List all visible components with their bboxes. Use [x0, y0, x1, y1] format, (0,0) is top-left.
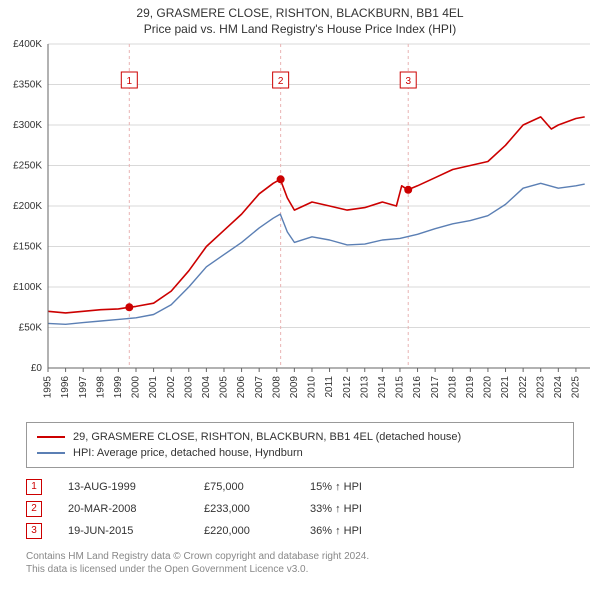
svg-text:2011: 2011 [324, 376, 335, 398]
events-table: 1 13-AUG-1999 £75,000 15% ↑ HPI 2 20-MAR-2008… [26, 476, 574, 542]
svg-text:2008: 2008 [271, 376, 282, 399]
svg-text:2020: 2020 [483, 376, 494, 399]
event-marker: 3 [26, 523, 42, 539]
event-date: 13-AUG-1999 [68, 476, 178, 498]
footer-line-1: Contains HM Land Registry data © Crown c… [26, 550, 574, 563]
svg-text:2023: 2023 [535, 376, 546, 399]
event-diff: 36% ↑ HPI [310, 520, 400, 542]
svg-text:2009: 2009 [289, 376, 300, 399]
legend-swatch [37, 436, 65, 438]
svg-text:£50K: £50K [19, 323, 43, 334]
event-marker: 1 [26, 479, 42, 495]
svg-text:2025: 2025 [571, 376, 582, 399]
legend-swatch [37, 452, 65, 454]
chart-svg: £0 £50K £100K £150K £200K £250K £300K £350K £400… [0, 36, 600, 416]
svg-text:2004: 2004 [201, 376, 212, 399]
svg-text:2018: 2018 [447, 376, 458, 399]
event-price: £233,000 [204, 498, 284, 520]
svg-text:2017: 2017 [430, 376, 441, 399]
svg-text:2012: 2012 [342, 376, 353, 399]
svg-text:£150K: £150K [13, 242, 42, 253]
svg-text:2013: 2013 [359, 376, 370, 399]
event-price: £75,000 [204, 476, 284, 498]
legend-item: 29, GRASMERE CLOSE, RISHTON, BLACKBURN, … [37, 429, 563, 445]
svg-text:£0: £0 [31, 363, 43, 374]
svg-text:3: 3 [405, 76, 411, 87]
svg-text:2003: 2003 [183, 376, 194, 399]
chart-title: 29, GRASMERE CLOSE, RISHTON, BLACKBURN, … [0, 6, 600, 20]
legend: 29, GRASMERE CLOSE, RISHTON, BLACKBURN, … [26, 422, 574, 468]
svg-text:1998: 1998 [95, 376, 106, 399]
event-date: 20-MAR-2008 [68, 498, 178, 520]
legend-label: 29, GRASMERE CLOSE, RISHTON, BLACKBURN, … [73, 429, 461, 445]
svg-text:2016: 2016 [412, 376, 423, 399]
svg-text:2015: 2015 [395, 376, 406, 399]
svg-text:2010: 2010 [307, 376, 318, 399]
event-row: 3 19-JUN-2015 £220,000 36% ↑ HPI [26, 520, 574, 542]
svg-text:1999: 1999 [113, 376, 124, 399]
footer: Contains HM Land Registry data © Crown c… [26, 550, 574, 576]
svg-text:1: 1 [127, 76, 133, 87]
svg-text:£250K: £250K [13, 161, 42, 172]
event-diff: 15% ↑ HPI [310, 476, 400, 498]
svg-text:2021: 2021 [500, 376, 511, 399]
event-row: 2 20-MAR-2008 £233,000 33% ↑ HPI [26, 498, 574, 520]
svg-text:2019: 2019 [465, 376, 476, 399]
svg-text:2: 2 [278, 76, 284, 87]
svg-text:2007: 2007 [254, 376, 265, 399]
event-row: 1 13-AUG-1999 £75,000 15% ↑ HPI [26, 476, 574, 498]
svg-text:£200K: £200K [13, 201, 42, 212]
svg-text:£350K: £350K [13, 80, 42, 91]
chart-area: £0 £50K £100K £150K £200K £250K £300K £350K £400… [0, 36, 600, 416]
svg-text:2014: 2014 [377, 376, 388, 399]
svg-text:2024: 2024 [553, 376, 564, 399]
svg-text:2005: 2005 [219, 376, 230, 399]
event-date: 19-JUN-2015 [68, 520, 178, 542]
svg-text:2000: 2000 [131, 376, 142, 399]
svg-text:2002: 2002 [166, 376, 177, 399]
legend-label: HPI: Average price, detached house, Hynd… [73, 445, 303, 461]
svg-text:2022: 2022 [518, 376, 529, 399]
legend-item: HPI: Average price, detached house, Hynd… [37, 445, 563, 461]
svg-text:2001: 2001 [148, 376, 159, 399]
svg-text:1995: 1995 [43, 376, 54, 399]
svg-text:2006: 2006 [236, 376, 247, 399]
event-diff: 33% ↑ HPI [310, 498, 400, 520]
svg-text:£300K: £300K [13, 120, 42, 131]
svg-text:£400K: £400K [13, 39, 42, 50]
event-price: £220,000 [204, 520, 284, 542]
svg-text:£100K: £100K [13, 282, 42, 293]
chart-subtitle: Price paid vs. HM Land Registry's House … [0, 22, 600, 36]
svg-text:1996: 1996 [60, 376, 71, 399]
svg-text:1997: 1997 [78, 376, 89, 399]
footer-line-2: This data is licensed under the Open Gov… [26, 563, 574, 576]
event-marker: 2 [26, 501, 42, 517]
